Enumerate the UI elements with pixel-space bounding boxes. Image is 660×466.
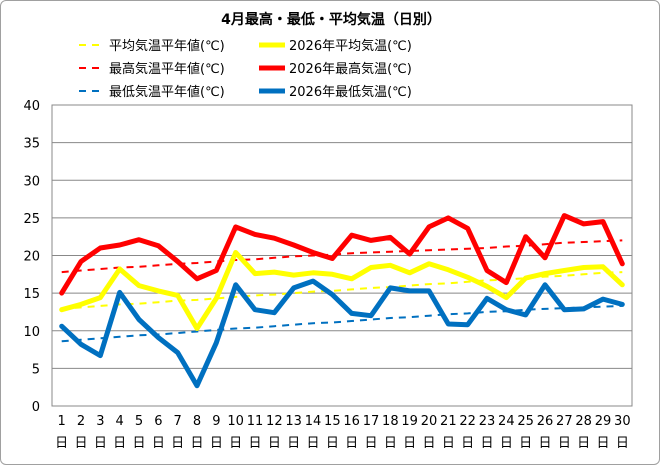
x-tick-suffix: 日 xyxy=(152,436,165,451)
x-tick-suffix: 日 xyxy=(364,436,377,451)
x-tick-label: 10 xyxy=(227,414,244,429)
x-tick-suffix: 日 xyxy=(94,436,107,451)
legend-label-2: 最高気温平年値(℃) xyxy=(109,61,225,77)
y-tick-label: 40 xyxy=(23,99,40,114)
x-tick-label: 21 xyxy=(440,414,457,429)
x-tick-suffix: 日 xyxy=(558,436,571,451)
y-tick-label: 5 xyxy=(32,362,40,377)
x-tick-label: 4 xyxy=(116,414,124,429)
x-tick-label: 16 xyxy=(343,414,360,429)
x-tick-suffix: 日 xyxy=(384,436,397,451)
series-line-3 xyxy=(59,213,625,296)
legend-label-5: 2026年最低気温(℃) xyxy=(289,84,412,100)
y-tick-label: 15 xyxy=(23,287,40,302)
x-tick-suffix: 日 xyxy=(132,436,145,451)
x-tick-suffix: 日 xyxy=(306,436,319,451)
x-tick-suffix: 日 xyxy=(171,436,184,451)
x-tick-suffix: 日 xyxy=(345,436,358,451)
x-tick-label: 22 xyxy=(459,414,476,429)
x-tick-label: 5 xyxy=(135,414,143,429)
y-tick-label: 35 xyxy=(23,137,40,152)
x-tick-label: 24 xyxy=(498,414,515,429)
y-tick-label: 0 xyxy=(32,400,40,415)
legend-label-0: 平均気温平年値(℃) xyxy=(109,38,225,54)
x-tick-suffix: 日 xyxy=(113,436,126,451)
x-tick-label: 17 xyxy=(363,414,380,429)
x-tick-label: 14 xyxy=(305,414,322,429)
x-tick-label: 12 xyxy=(266,414,283,429)
x-tick-suffix: 日 xyxy=(577,436,590,451)
legend-label-3: 2026年最高気温(℃) xyxy=(289,61,412,77)
x-tick-suffix: 日 xyxy=(519,436,532,451)
y-axis: 0 5 10 15 20 25 30 35 40 xyxy=(23,99,40,415)
x-tick-label: 15 xyxy=(324,414,341,429)
x-tick-suffix: 日 xyxy=(596,436,609,451)
x-tick-label: 27 xyxy=(556,414,573,429)
x-tick-label: 11 xyxy=(247,414,264,429)
x-tick-suffix: 日 xyxy=(326,436,339,451)
x-tick-label: 8 xyxy=(193,414,201,429)
x-tick-label: 6 xyxy=(154,414,162,429)
x-tick-suffix: 日 xyxy=(268,436,281,451)
series-line-1 xyxy=(59,250,625,331)
x-tick-suffix: 日 xyxy=(190,436,203,451)
x-tick-label: 25 xyxy=(517,414,534,429)
x-tick-label: 1 xyxy=(58,414,66,429)
x-tick-suffix: 日 xyxy=(442,436,455,451)
series-line-5 xyxy=(59,278,625,389)
y-tick-label: 20 xyxy=(23,250,40,265)
x-tick-suffix: 日 xyxy=(422,436,435,451)
x-tick-suffix: 日 xyxy=(74,436,87,451)
x-tick-suffix: 日 xyxy=(538,436,551,451)
x-axis: 1日2日3日4日5日6日7日8日9日10日11日12日13日14日15日16日1… xyxy=(55,414,630,451)
legend-label-4: 最低気温平年値(℃) xyxy=(109,84,225,100)
x-tick-suffix: 日 xyxy=(616,436,629,451)
x-tick-label: 26 xyxy=(537,414,554,429)
y-tick-label: 25 xyxy=(23,212,40,227)
x-tick-label: 30 xyxy=(614,414,631,429)
chart-title: 4月最高・最低・平均気温（日別） xyxy=(221,11,441,28)
y-tick-label: 30 xyxy=(23,174,40,189)
legend-label-1: 2026年平均気温(℃) xyxy=(289,38,412,54)
x-tick-suffix: 日 xyxy=(461,436,474,451)
x-tick-label: 13 xyxy=(285,414,302,429)
y-tick-label: 10 xyxy=(23,325,40,340)
x-tick-label: 2 xyxy=(77,414,85,429)
x-tick-suffix: 日 xyxy=(248,436,261,451)
series-line-2 xyxy=(61,239,623,274)
x-tick-label: 7 xyxy=(174,414,182,429)
x-tick-label: 19 xyxy=(401,414,418,429)
x-tick-suffix: 日 xyxy=(500,436,513,451)
x-tick-suffix: 日 xyxy=(229,436,242,451)
series-group xyxy=(59,213,625,389)
legend: 平均気温平年値(℃) 2026年平均気温(℃) 最高気温平年値(℃) 2026年最高気… xyxy=(79,38,412,100)
x-tick-suffix: 日 xyxy=(480,436,493,451)
x-tick-label: 23 xyxy=(479,414,496,429)
plot-area xyxy=(51,104,633,407)
x-tick-label: 3 xyxy=(96,414,104,429)
x-tick-suffix: 日 xyxy=(403,436,416,451)
x-tick-label: 18 xyxy=(382,414,399,429)
x-tick-label: 20 xyxy=(421,414,438,429)
x-tick-label: 28 xyxy=(575,414,592,429)
x-tick-label: 29 xyxy=(595,414,612,429)
x-tick-label: 9 xyxy=(212,414,220,429)
x-tick-suffix: 日 xyxy=(287,436,300,451)
x-tick-suffix: 日 xyxy=(55,436,68,451)
x-tick-suffix: 日 xyxy=(210,436,223,451)
